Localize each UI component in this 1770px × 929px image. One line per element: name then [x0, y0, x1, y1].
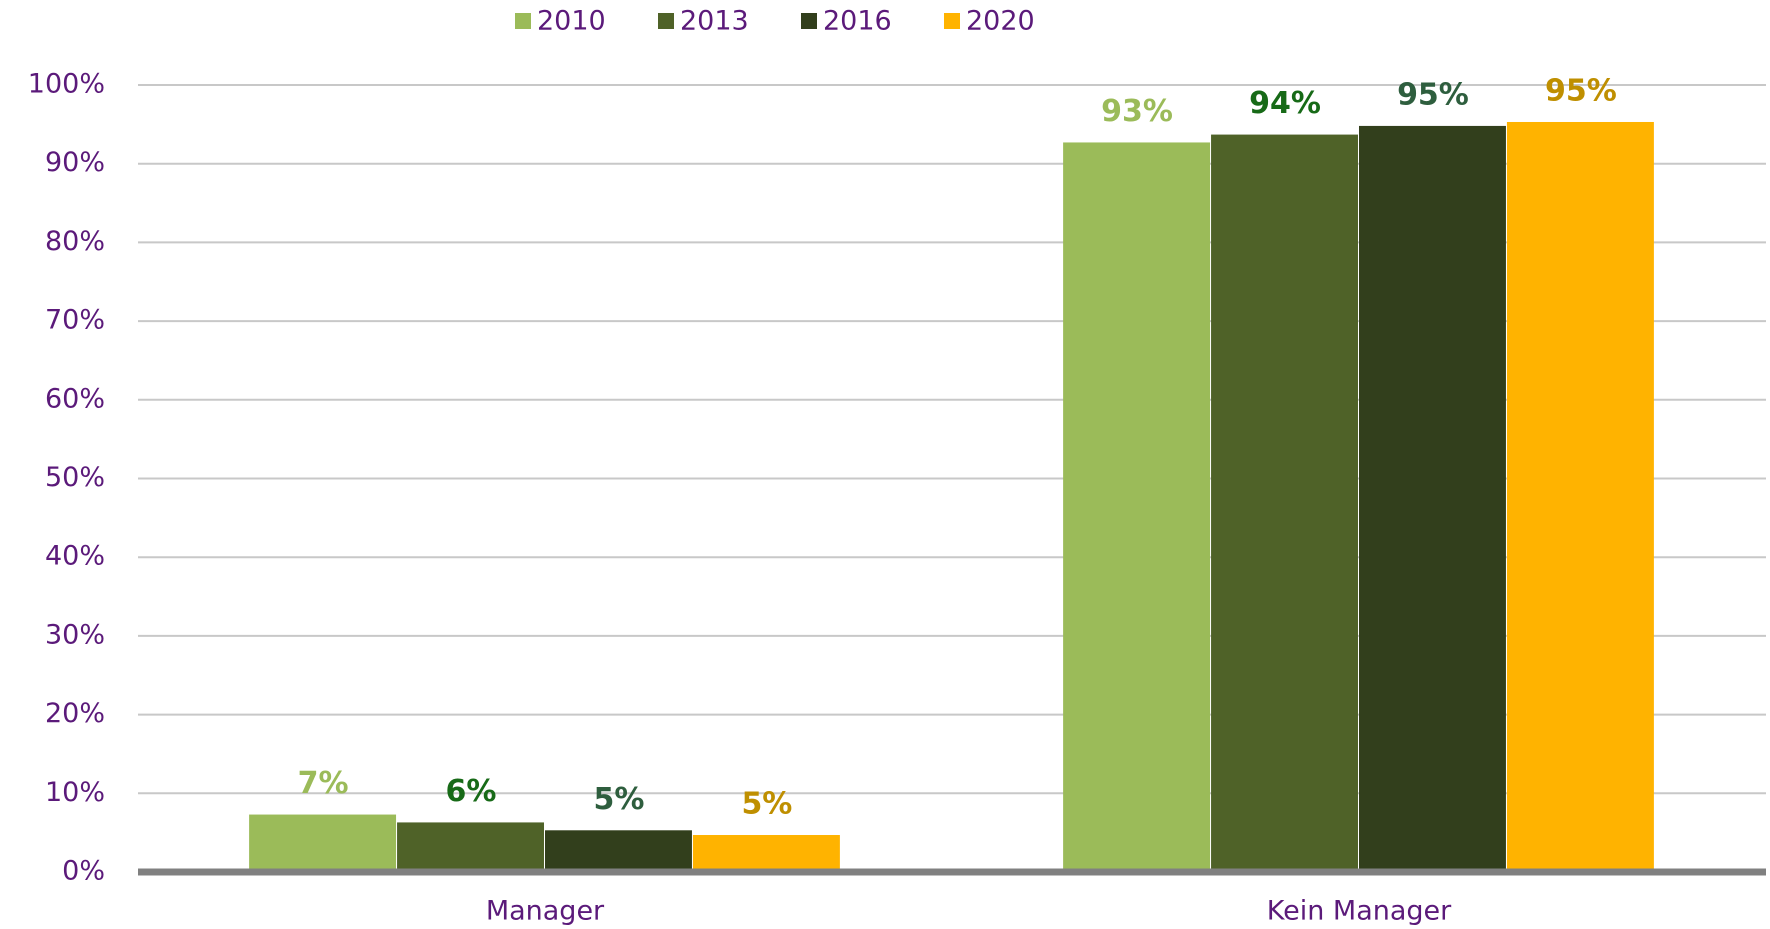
- value-label: 93%: [1101, 94, 1173, 129]
- y-tick-label: 100%: [28, 69, 105, 100]
- legend-swatch: [801, 13, 817, 29]
- y-tick-label: 10%: [45, 777, 105, 808]
- value-label: 6%: [446, 774, 497, 809]
- legend-swatch: [658, 13, 674, 29]
- legend-label: 2010: [537, 6, 606, 37]
- value-label: 5%: [741, 787, 792, 822]
- bar: [545, 830, 692, 872]
- bar: [1211, 134, 1358, 872]
- value-label: 95%: [1545, 73, 1617, 108]
- value-label: 94%: [1249, 86, 1321, 121]
- value-label: 7%: [298, 766, 349, 801]
- y-tick-label: 70%: [45, 305, 105, 336]
- x-tick-label: Manager: [486, 896, 605, 927]
- bar: [692, 835, 840, 872]
- legend-swatch: [515, 13, 531, 29]
- bar: [397, 822, 544, 872]
- y-tick-label: 20%: [45, 698, 105, 729]
- y-tick-label: 40%: [45, 541, 105, 572]
- y-tick-label: 60%: [45, 383, 105, 414]
- legend-swatch: [944, 13, 960, 29]
- x-tick-label: Kein Manager: [1267, 896, 1452, 927]
- legend-label: 2020: [966, 6, 1035, 37]
- bar: [1063, 142, 1211, 873]
- legend-label: 2016: [823, 6, 892, 37]
- y-tick-label: 0%: [62, 856, 105, 887]
- bar: [1506, 121, 1654, 872]
- y-tick-label: 50%: [45, 462, 105, 493]
- y-tick-label: 90%: [45, 147, 105, 178]
- legend-label: 2013: [680, 6, 749, 37]
- value-label: 95%: [1397, 77, 1469, 112]
- y-tick-label: 80%: [45, 226, 105, 257]
- y-tick-label: 30%: [45, 619, 105, 650]
- bar: [249, 814, 397, 872]
- value-label: 5%: [594, 782, 645, 817]
- bar: [1359, 125, 1506, 872]
